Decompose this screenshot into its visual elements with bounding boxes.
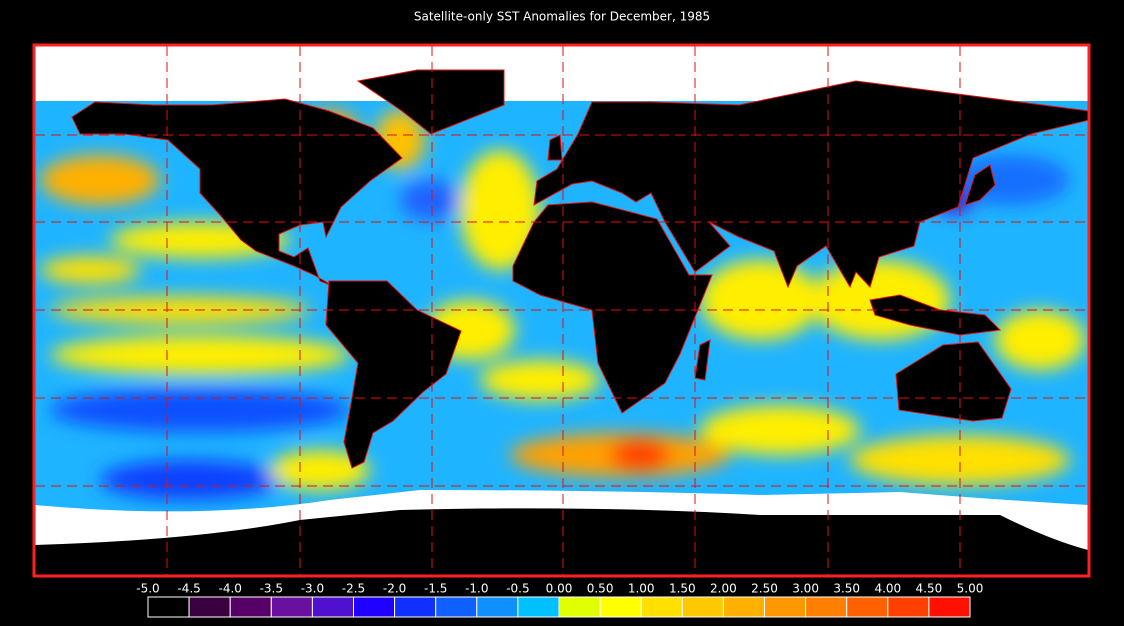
colorbar-segment [764, 596, 807, 618]
eurasia [533, 80, 1088, 289]
colorbar-tick-label: 5.00 [957, 582, 984, 596]
colorbar: -5.0 -4.5 -4.0 -3.5 -3.0 -2.5 -2.0 -1.5 -1.0 -0.5… [136, 582, 983, 618]
graticule [35, 46, 1088, 575]
map-title: Satellite-only SST Anomalies for Decembe… [414, 10, 710, 24]
colorbar-tick-label: 2.00 [710, 582, 737, 596]
madagascar [694, 339, 711, 381]
south-america [325, 280, 462, 469]
map-frame [32, 43, 1091, 578]
greenland [356, 69, 505, 135]
colorbar-tick-label: 1.50 [669, 582, 696, 596]
colorbar-tick-label: 4.50 [916, 582, 943, 596]
colorbar-segment [394, 596, 437, 618]
colorbar-tick-label: 3.50 [833, 582, 860, 596]
uk [547, 134, 563, 161]
colorbar-tick-label: 1.00 [628, 582, 655, 596]
colorbar-tick-label: 4.00 [874, 582, 901, 596]
colorbar-tick-label: -3.0 [301, 582, 324, 596]
antarctica [35, 508, 1088, 575]
anomaly-field [40, 110, 1085, 500]
colorbar-segment [476, 596, 519, 618]
colorbar-tick-label: -2.0 [383, 582, 406, 596]
colorbar-segment [270, 596, 313, 618]
colorbar-segment [435, 596, 478, 618]
colorbar-tick-label: -5.0 [136, 582, 159, 596]
colorbar-tick-label: -3.5 [260, 582, 283, 596]
colorbar-tick-label: -4.5 [177, 582, 200, 596]
colorbar-tick-label: -1.5 [424, 582, 447, 596]
map-area [35, 46, 1088, 575]
indonesia [869, 294, 1002, 336]
colorbar-tick-label: -2.5 [342, 582, 365, 596]
north-america [71, 98, 403, 288]
colorbar-tick-label: 0.00 [546, 582, 573, 596]
colorbar-segment [928, 596, 971, 618]
colorbar-segment [722, 596, 766, 618]
japan [964, 164, 996, 206]
colorbar-tick-label: -0.5 [506, 582, 529, 596]
colorbar-segment [353, 596, 396, 618]
colorbar-segment [188, 596, 231, 618]
colorbar-tick-label: -1.0 [465, 582, 488, 596]
colorbar-tick-label: 3.00 [792, 582, 819, 596]
colorbar-segment [805, 596, 848, 618]
colorbar-tick-label: 2.50 [751, 582, 778, 596]
colorbar-segment [887, 596, 930, 618]
colorbar-segment [517, 596, 560, 618]
colorbar-segment [846, 596, 889, 618]
colorbar-segment [681, 596, 724, 618]
colorbar-tick-label: -4.0 [218, 582, 241, 596]
australia [895, 341, 1012, 422]
colorbar-segment [311, 596, 354, 618]
colorbar-segment [229, 596, 272, 618]
colorbar-segment [640, 596, 683, 618]
colorbar-segment [147, 596, 190, 618]
colorbar-segment [599, 596, 642, 618]
colorbar-tick-label: 0.50 [587, 582, 614, 596]
colorbar-segment [558, 596, 601, 618]
